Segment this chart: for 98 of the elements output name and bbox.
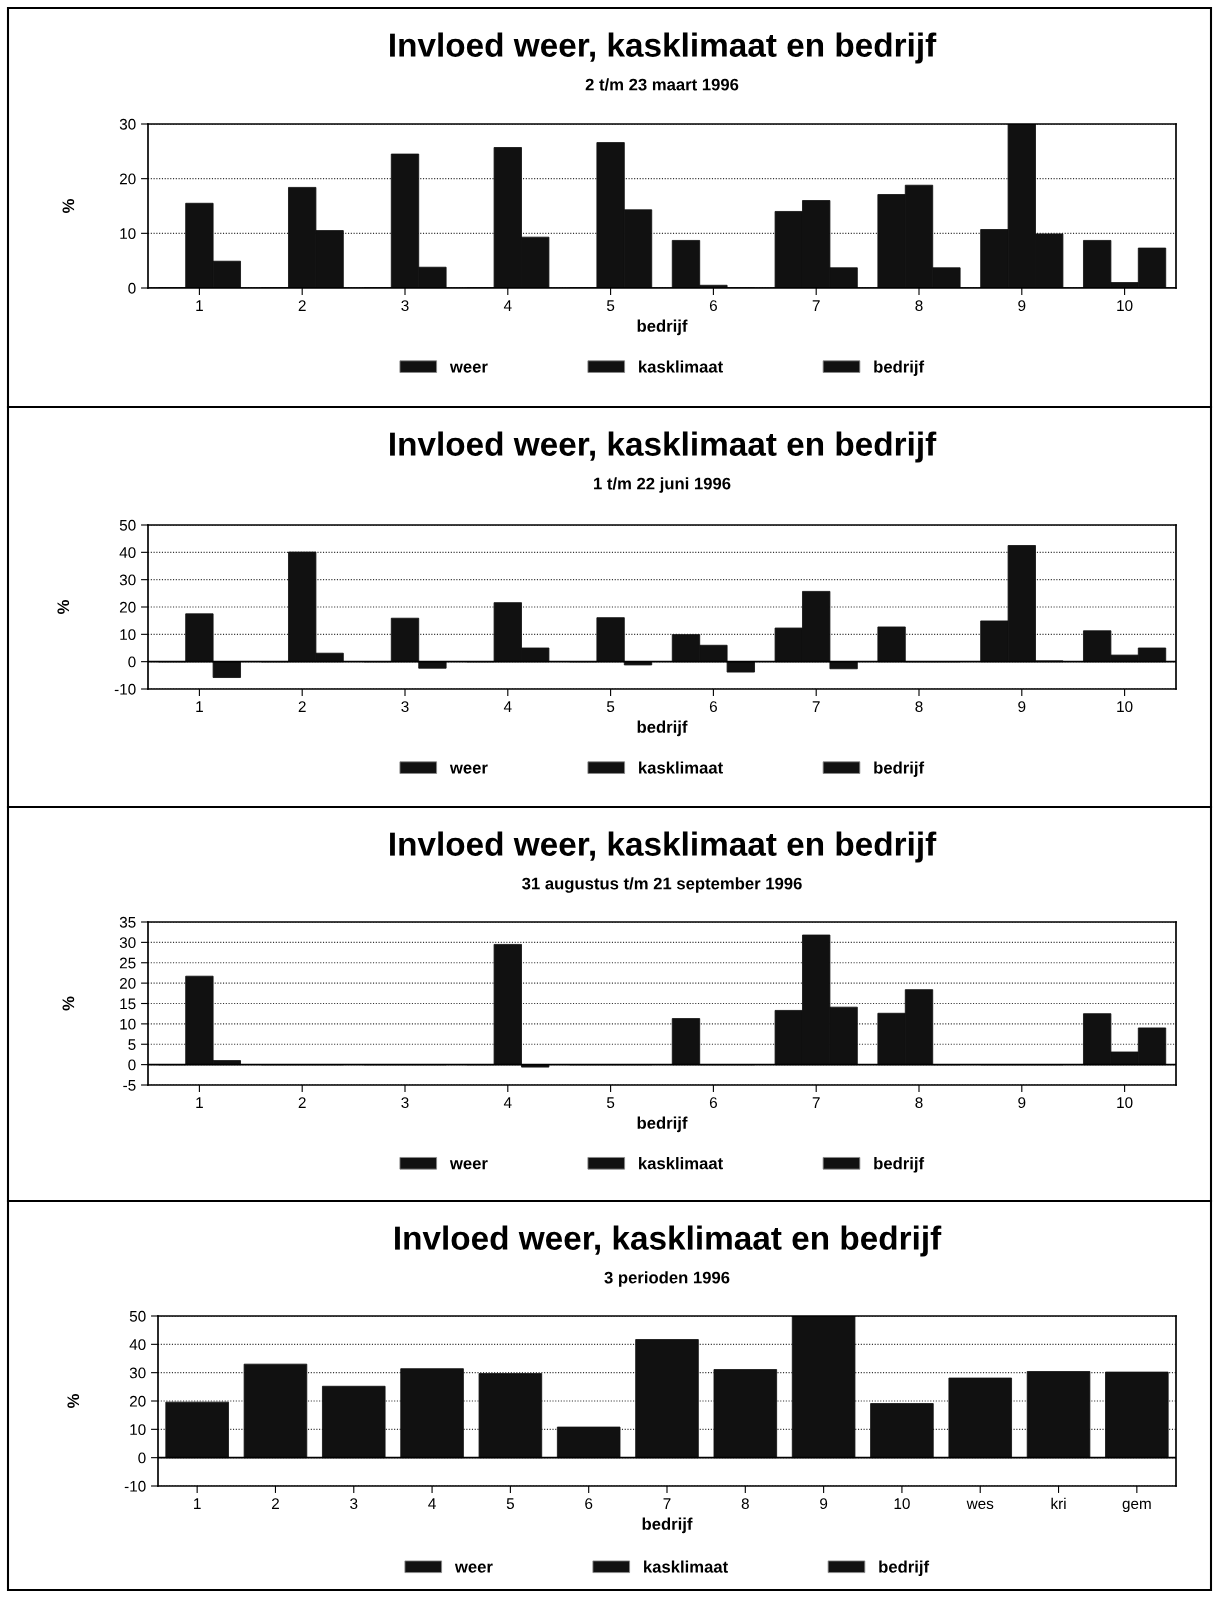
x-axis-title: bedrijf bbox=[642, 1517, 693, 1534]
legend-label: weer bbox=[449, 764, 488, 774]
x-tick-label: 10 bbox=[894, 1498, 910, 1510]
legend-label: bedrijf bbox=[874, 360, 925, 376]
x-tick-label: gem bbox=[1122, 1500, 1151, 1513]
y-tick-label: 0 bbox=[128, 1059, 136, 1071]
y-tick-label: 20 bbox=[129, 1395, 146, 1407]
y-tick-label: -5 bbox=[123, 1080, 136, 1091]
y-tick-label: 10 bbox=[130, 1424, 146, 1436]
y-tick-label: 30 bbox=[119, 118, 136, 130]
x-tick-label: 7 bbox=[812, 300, 820, 311]
x-tick-label: 9 bbox=[1018, 701, 1026, 713]
x-tick-label: 6 bbox=[709, 1097, 717, 1109]
x-tick-label: 4 bbox=[503, 701, 512, 712]
x-tick-label: 8 bbox=[915, 300, 923, 312]
x-tick-label: 3 bbox=[401, 701, 409, 713]
x-tick-label: 1 bbox=[194, 1498, 201, 1509]
x-tick-label: 9 bbox=[820, 1498, 828, 1510]
y-axis-title: % bbox=[57, 600, 70, 614]
y-tick-label: 50 bbox=[119, 519, 136, 531]
x-tick-label: wes bbox=[966, 1500, 994, 1510]
y-tick-label: 30 bbox=[119, 574, 136, 586]
y-axis-title: % bbox=[67, 1394, 80, 1408]
y-tick-label: 10 bbox=[120, 228, 136, 240]
y-tick-label: 0 bbox=[128, 282, 136, 294]
x-tick-label: 9 bbox=[1018, 300, 1026, 312]
x-tick-label: 7 bbox=[812, 701, 820, 712]
y-tick-label: 20 bbox=[119, 173, 136, 185]
chart-subtitle: 1 t/m 22 juni 1996 bbox=[594, 477, 731, 493]
chart-subtitle: 2 t/m 23 maart 1996 bbox=[585, 78, 739, 91]
x-tick-label: 10 bbox=[1117, 1097, 1133, 1109]
chart-title: Invloed weer, kasklimaat en bedrijf bbox=[395, 1225, 942, 1257]
x-tick-label: 6 bbox=[709, 300, 717, 312]
chart-subtitle: 31 augustus t/m 21 september 1996 bbox=[522, 877, 802, 893]
y-tick-label: 0 bbox=[138, 1452, 146, 1464]
y-tick-label: 15 bbox=[120, 998, 136, 1010]
x-tick-label: 5 bbox=[606, 300, 615, 312]
x-tick-label: 4 bbox=[503, 1097, 512, 1108]
legend-label: kasklimaat bbox=[639, 360, 723, 373]
y-tick-label: 20 bbox=[119, 977, 136, 989]
x-tick-label: 7 bbox=[812, 1097, 820, 1108]
x-tick-label: 5 bbox=[606, 1097, 615, 1109]
x-tick-label: 10 bbox=[1117, 300, 1133, 312]
x-tick-label: 8 bbox=[915, 701, 923, 713]
x-tick-label: 5 bbox=[606, 701, 615, 713]
x-tick-label: 1 bbox=[196, 701, 203, 712]
x-tick-label: 6 bbox=[709, 701, 717, 713]
chart-title: Invloed weer, kasklimaat en bedrijf bbox=[390, 32, 937, 64]
x-tick-label: 2 bbox=[298, 300, 306, 311]
legend-label: weer bbox=[449, 1160, 488, 1170]
x-tick-label: 8 bbox=[741, 1498, 749, 1510]
x-tick-label: 10 bbox=[1117, 701, 1133, 713]
y-tick-label: -10 bbox=[114, 683, 136, 695]
x-axis-title: bedrijf bbox=[637, 1116, 688, 1133]
legend-label: bedrijf bbox=[874, 761, 925, 777]
x-tick-label: 2 bbox=[298, 1097, 306, 1108]
y-tick-label: 20 bbox=[119, 601, 136, 613]
y-tick-label: -10 bbox=[124, 1480, 146, 1492]
x-tick-label: 5 bbox=[506, 1498, 514, 1510]
legend-label: kasklimaat bbox=[644, 1560, 728, 1573]
y-tick-label: 25 bbox=[119, 957, 136, 969]
legend-label: weer bbox=[449, 363, 488, 373]
y-tick-label: 35 bbox=[119, 916, 136, 928]
y-tick-label: 30 bbox=[119, 937, 136, 949]
chart-title: Invloed weer, kasklimaat en bedrijf bbox=[390, 431, 937, 463]
x-tick-label: 3 bbox=[350, 1498, 358, 1510]
y-tick-label: 40 bbox=[129, 1339, 146, 1351]
y-tick-label: 10 bbox=[120, 1018, 136, 1030]
x-axis-title: bedrijf bbox=[637, 319, 688, 336]
x-tick-label: 7 bbox=[663, 1498, 671, 1509]
y-tick-label: 40 bbox=[119, 547, 136, 559]
x-tick-label: kri bbox=[1051, 1497, 1066, 1509]
legend-label: weer bbox=[454, 1563, 493, 1573]
x-tick-label: 3 bbox=[401, 300, 409, 312]
y-tick-label: 30 bbox=[129, 1367, 146, 1379]
chart-subtitle: 3 perioden 1996 bbox=[604, 1271, 730, 1287]
x-tick-label: 4 bbox=[428, 1498, 436, 1509]
y-tick-label: 50 bbox=[129, 1310, 146, 1322]
legend-label: bedrijf bbox=[879, 1560, 930, 1577]
x-tick-label: 2 bbox=[271, 1498, 279, 1509]
y-axis-title: % bbox=[62, 996, 75, 1011]
x-tick-label: 3 bbox=[401, 1097, 409, 1109]
y-tick-label: 10 bbox=[120, 629, 136, 641]
x-tick-label: 9 bbox=[1018, 1097, 1026, 1109]
x-tick-label: 1 bbox=[196, 300, 203, 311]
chart-title: Invloed weer, kasklimaat en bedrijf bbox=[390, 831, 937, 863]
legend-label: kasklimaat bbox=[639, 761, 723, 774]
x-axis-title: bedrijf bbox=[637, 720, 688, 737]
x-tick-label: 2 bbox=[298, 701, 306, 712]
y-axis-title: % bbox=[62, 199, 75, 213]
legend-label: kasklimaat bbox=[639, 1157, 723, 1170]
x-tick-label: 8 bbox=[915, 1097, 923, 1109]
x-tick-label: 4 bbox=[503, 300, 512, 311]
y-tick-label: 0 bbox=[128, 656, 136, 668]
y-tick-label: 5 bbox=[128, 1039, 136, 1050]
legend-label: bedrijf bbox=[874, 1157, 925, 1173]
x-tick-label: 1 bbox=[196, 1097, 203, 1108]
x-tick-label: 6 bbox=[585, 1498, 593, 1510]
